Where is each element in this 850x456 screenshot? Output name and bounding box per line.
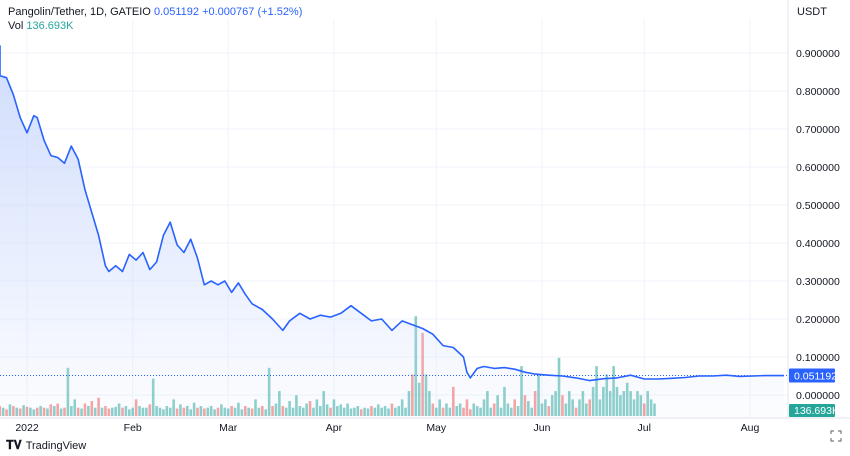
- volume-label[interactable]: Vol: [8, 20, 24, 32]
- price-change: +0.000767 (+1.52%): [202, 6, 303, 18]
- y-tick-label: 0.800000: [796, 86, 840, 98]
- y-tick-label: 0.300000: [796, 276, 840, 288]
- tradingview-brand-text: TradingView: [25, 439, 87, 452]
- last-price-badge: 0.051192: [789, 368, 837, 383]
- x-tick-label: May: [426, 422, 447, 434]
- tradingview-logo-icon: 𝐓𝐕: [6, 438, 22, 452]
- last-volume-badge: 136.693K: [789, 404, 839, 417]
- x-tick-label: 2022: [15, 422, 39, 434]
- x-axis-ticks: 2022 Feb Mar Apr May Jun Jul Aug: [15, 422, 759, 434]
- fullscreen-icon[interactable]: [830, 430, 842, 442]
- price-line: [0, 45, 784, 382]
- y-tick-label: 0.900000: [796, 48, 840, 60]
- y-tick-label: 0.600000: [796, 162, 840, 174]
- y-tick-label: 0.700000: [796, 124, 840, 136]
- currency-label[interactable]: USDT: [797, 6, 827, 18]
- y-tick-label: 0.100000: [796, 352, 840, 364]
- x-tick-label: Apr: [326, 422, 343, 434]
- symbol-title[interactable]: Pangolin/Tether, 1D, GATEIO: [8, 6, 151, 18]
- price-area-fill: [0, 45, 784, 419]
- tradingview-branding[interactable]: 𝐓𝐕 TradingView: [6, 438, 86, 453]
- chart-legend: Pangolin/Tether, 1D, GATEIO 0.051192 +0.…: [8, 5, 302, 33]
- y-tick-label: 0.200000: [796, 314, 840, 326]
- last-volume-label: 136.693K: [794, 405, 839, 417]
- x-tick-label: Jun: [533, 422, 550, 434]
- y-tick-label: 0.400000: [796, 238, 840, 250]
- last-price-label: 0.051192: [794, 371, 837, 383]
- x-tick-label: Jul: [638, 422, 651, 434]
- x-tick-label: Aug: [741, 422, 760, 434]
- x-tick-label: Mar: [219, 422, 238, 434]
- y-tick-label: 0.500000: [796, 200, 840, 212]
- y-axis-ticks: 0.900000 0.800000 0.700000 0.600000 0.500000…: [796, 48, 840, 402]
- volume-value: 136.693K: [26, 20, 74, 32]
- x-tick-label: Feb: [124, 422, 142, 434]
- y-tick-label: 0.000000: [796, 390, 840, 402]
- current-price: 0.051192: [153, 6, 200, 18]
